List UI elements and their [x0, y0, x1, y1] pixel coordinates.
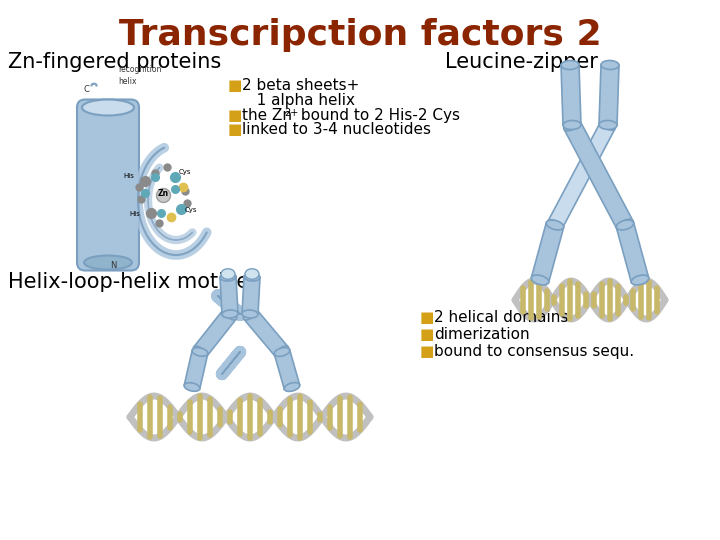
- Polygon shape: [548, 122, 615, 229]
- Polygon shape: [616, 222, 649, 282]
- Text: Transcripction factors 2: Transcripction factors 2: [119, 18, 601, 52]
- Ellipse shape: [184, 383, 200, 391]
- Text: 2 helical domains: 2 helical domains: [434, 310, 568, 325]
- Ellipse shape: [192, 348, 208, 356]
- Text: bound to 2 His-2 Cys: bound to 2 His-2 Cys: [296, 108, 460, 123]
- Polygon shape: [194, 309, 236, 357]
- Ellipse shape: [601, 60, 619, 70]
- Ellipse shape: [561, 60, 579, 70]
- Ellipse shape: [222, 310, 238, 318]
- Text: ■: ■: [228, 78, 243, 93]
- Text: dimerization: dimerization: [434, 327, 530, 342]
- Ellipse shape: [284, 382, 300, 392]
- Ellipse shape: [245, 269, 259, 279]
- Text: Leucine-zipper: Leucine-zipper: [445, 52, 598, 72]
- Ellipse shape: [616, 220, 634, 230]
- Text: His: His: [123, 173, 134, 179]
- Ellipse shape: [563, 120, 581, 130]
- Text: bound to consensus sequ.: bound to consensus sequ.: [434, 344, 634, 359]
- Ellipse shape: [82, 99, 134, 116]
- Ellipse shape: [274, 348, 289, 356]
- Text: 1 alpha helix: 1 alpha helix: [242, 93, 355, 108]
- FancyBboxPatch shape: [77, 99, 139, 271]
- Ellipse shape: [546, 220, 564, 230]
- Text: Cys: Cys: [179, 169, 192, 175]
- Ellipse shape: [242, 310, 258, 318]
- Text: Helix-loop-helix motive: Helix-loop-helix motive: [8, 272, 249, 292]
- Ellipse shape: [223, 308, 237, 320]
- Ellipse shape: [617, 219, 633, 231]
- Polygon shape: [244, 309, 288, 357]
- Ellipse shape: [531, 275, 549, 285]
- Text: linked to 3-4 nucleotides: linked to 3-4 nucleotides: [242, 122, 431, 137]
- Ellipse shape: [84, 255, 132, 269]
- Ellipse shape: [631, 275, 649, 285]
- Text: recognition
helix: recognition helix: [118, 65, 161, 85]
- Polygon shape: [220, 276, 238, 314]
- Text: C: C: [83, 84, 89, 93]
- Text: Zn-fingered proteins: Zn-fingered proteins: [8, 52, 221, 72]
- Ellipse shape: [220, 273, 236, 281]
- Ellipse shape: [193, 346, 207, 358]
- Ellipse shape: [564, 119, 580, 131]
- Text: the Zn: the Zn: [242, 108, 292, 123]
- Polygon shape: [242, 276, 260, 314]
- Polygon shape: [531, 222, 564, 282]
- Text: Cys: Cys: [185, 207, 197, 213]
- Text: His: His: [129, 211, 140, 217]
- Text: ■: ■: [420, 310, 434, 325]
- Ellipse shape: [548, 220, 562, 230]
- Polygon shape: [184, 350, 208, 389]
- Polygon shape: [599, 65, 619, 125]
- Polygon shape: [274, 350, 300, 389]
- Text: 2 beta sheets+: 2 beta sheets+: [242, 78, 359, 93]
- Text: Zn: Zn: [158, 189, 169, 198]
- Ellipse shape: [275, 346, 289, 358]
- Text: 2+: 2+: [284, 108, 298, 118]
- Ellipse shape: [244, 273, 260, 281]
- Ellipse shape: [599, 120, 617, 130]
- Text: N: N: [110, 261, 116, 271]
- Ellipse shape: [221, 269, 235, 279]
- Polygon shape: [561, 65, 581, 125]
- Ellipse shape: [600, 120, 616, 130]
- Polygon shape: [564, 121, 633, 229]
- Text: ■: ■: [228, 108, 243, 123]
- Text: ■: ■: [420, 327, 434, 342]
- Text: ■: ■: [420, 344, 434, 359]
- Text: ■: ■: [228, 122, 243, 137]
- Ellipse shape: [243, 308, 256, 320]
